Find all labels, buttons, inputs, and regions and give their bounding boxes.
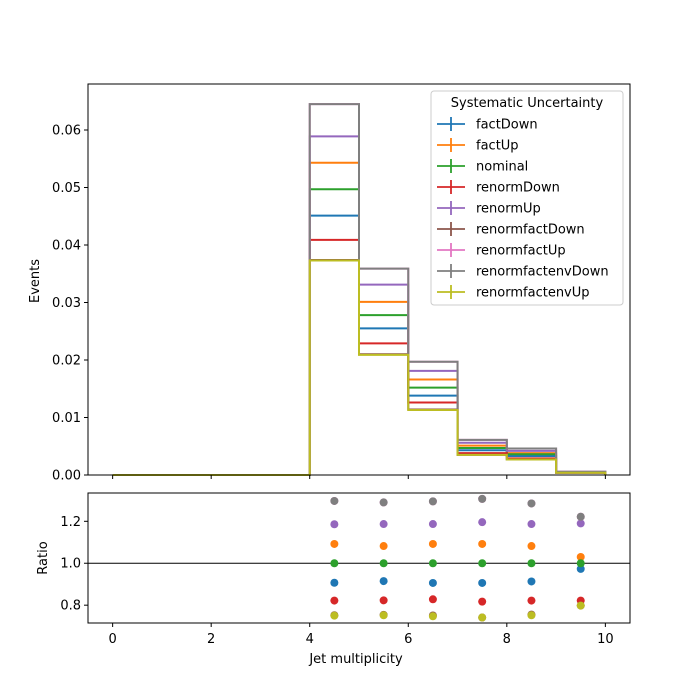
ratio-point-factup	[428, 539, 437, 548]
legend-entry-renormfactenvdown: renormfactenvDown	[437, 264, 609, 280]
ratio-point-factup	[330, 539, 339, 548]
x-tick-label: 0	[108, 632, 116, 647]
ratio-axes-frame	[87, 492, 631, 624]
ratio-point-renormfactenvdown	[330, 496, 339, 505]
legend-entry-renormdown: renormDown	[437, 180, 560, 196]
legend-entry-nominal: nominal	[437, 159, 528, 175]
legend-label: renormUp	[476, 202, 541, 217]
main-y-tick-label: 0.01	[52, 411, 81, 426]
ratio-y-axis-label: Ratio	[36, 541, 51, 574]
ratio-point-nominal	[379, 559, 388, 568]
main-y-ticks: 0.00 0.01 0.02 0.03 0.04 0.05 0.06	[52, 124, 88, 484]
ratio-point-factdown	[576, 564, 585, 573]
legend-entry-renormfactup: renormfactUp	[437, 243, 566, 259]
ratio-point-factdown	[527, 577, 536, 586]
ratio-point-renormdown	[379, 596, 388, 605]
ratio-point-factup	[478, 539, 487, 548]
main-y-tick-label: 0.06	[52, 124, 81, 139]
main-y-tick-label: 0.00	[52, 469, 81, 484]
legend-label: renormfactenvUp	[476, 286, 590, 301]
x-tick-label: 4	[306, 632, 314, 647]
main-x-ticks	[112, 475, 606, 479]
main-y-tick-label: 0.04	[52, 239, 81, 254]
ratio-panel: 0.8 1.0 1.2 0 2 4 6 8 10 Ratio Jet multiplicity	[36, 492, 631, 667]
ratio-x-ticks: 0 2 4 6 8 10	[108, 623, 614, 647]
ratio-y-tick-label: 0.8	[60, 599, 81, 614]
legend: Systematic Uncertainty factDown factUp nom…	[430, 90, 624, 306]
legend-items: factDown factUp nominal renormDown renormUp r…	[437, 117, 609, 301]
ratio-point-factup	[576, 552, 585, 561]
ratio-point-factdown	[478, 578, 487, 587]
ratio-point-renormdown	[478, 597, 487, 606]
legend-entry-renormfactdown: renormfactDown	[437, 222, 585, 238]
ratio-point-nominal	[527, 559, 536, 568]
ratio-point-renormup	[478, 518, 487, 527]
legend-label: renormfactUp	[476, 244, 566, 259]
ratio-point-renormdown	[330, 596, 339, 605]
ratio-point-renormup	[330, 520, 339, 529]
ratio-point-factup	[379, 542, 388, 551]
ratio-point-nominal	[330, 559, 339, 568]
ratio-y-ticks: 0.8 1.0 1.2	[60, 515, 88, 614]
legend-label: nominal	[476, 160, 528, 175]
legend-label: renormDown	[476, 181, 560, 196]
ratio-point-renormfactenvdown	[576, 512, 585, 521]
ratio-point-factup	[527, 542, 536, 551]
ratio-point-renormfactenvdown	[379, 498, 388, 507]
ratio-point-renormdown	[527, 596, 536, 605]
ratio-point-renormfactenvup	[330, 611, 339, 620]
legend-label: factDown	[476, 118, 538, 133]
ratio-point-factdown	[379, 577, 388, 586]
main-panel: 0.00 0.01 0.02 0.03 0.04 0.05 0.06 Events	[28, 83, 631, 484]
x-tick-label: 10	[597, 632, 614, 647]
x-axis-label: Jet multiplicity	[308, 652, 403, 667]
ratio-point-nominal	[478, 559, 487, 568]
ratio-point-renormdown	[428, 595, 437, 604]
ratio-point-nominal	[576, 559, 585, 568]
ratio-point-renormfactenvup	[576, 601, 585, 610]
ratio-point-renormfactenvup	[527, 611, 536, 620]
ratio-y-tick-label: 1.2	[60, 515, 81, 530]
legend-frame	[430, 90, 624, 306]
ratio-y-tick-label: 1.0	[60, 557, 81, 572]
legend-entry-factdown: factDown	[437, 117, 538, 133]
main-y-axis-label: Events	[28, 259, 43, 303]
x-tick-label: 6	[404, 632, 412, 647]
ratio-point-renormup	[527, 520, 536, 529]
ratio-point-renormfactenvdown	[478, 494, 487, 503]
x-tick-label: 2	[207, 632, 215, 647]
main-axes-frame	[87, 83, 631, 476]
legend-label: renormfactDown	[476, 223, 585, 238]
ratio-point-renormfactenvup	[428, 612, 437, 621]
main-y-tick-label: 0.03	[52, 296, 81, 311]
main-y-tick-label: 0.05	[52, 181, 81, 196]
ratio-point-renormfactenvdown	[527, 499, 536, 508]
ratio-point-nominal	[428, 559, 437, 568]
legend-label: renormfactenvDown	[476, 265, 609, 280]
ratio-point-renormup	[428, 520, 437, 529]
ratio-point-renormfactenvdown	[428, 497, 437, 506]
ratio-point-factdown	[330, 578, 339, 587]
ratio-point-renormup	[379, 520, 388, 529]
legend-entry-factup: factUp	[437, 138, 519, 154]
legend-label: factUp	[476, 139, 519, 154]
legend-entry-renormfactenvup: renormfactenvUp	[437, 285, 590, 301]
ratio-point-renormfactenvup	[379, 611, 388, 620]
main-y-tick-label: 0.02	[52, 354, 81, 369]
ratio-point-factdown	[428, 578, 437, 587]
x-tick-label: 8	[503, 632, 511, 647]
ratio-points	[330, 494, 585, 622]
legend-entry-renormup: renormUp	[437, 201, 541, 217]
ratio-point-renormfactenvup	[478, 613, 487, 622]
legend-title: Systematic Uncertainty	[451, 96, 604, 111]
ratio-point-renormup	[576, 519, 585, 528]
